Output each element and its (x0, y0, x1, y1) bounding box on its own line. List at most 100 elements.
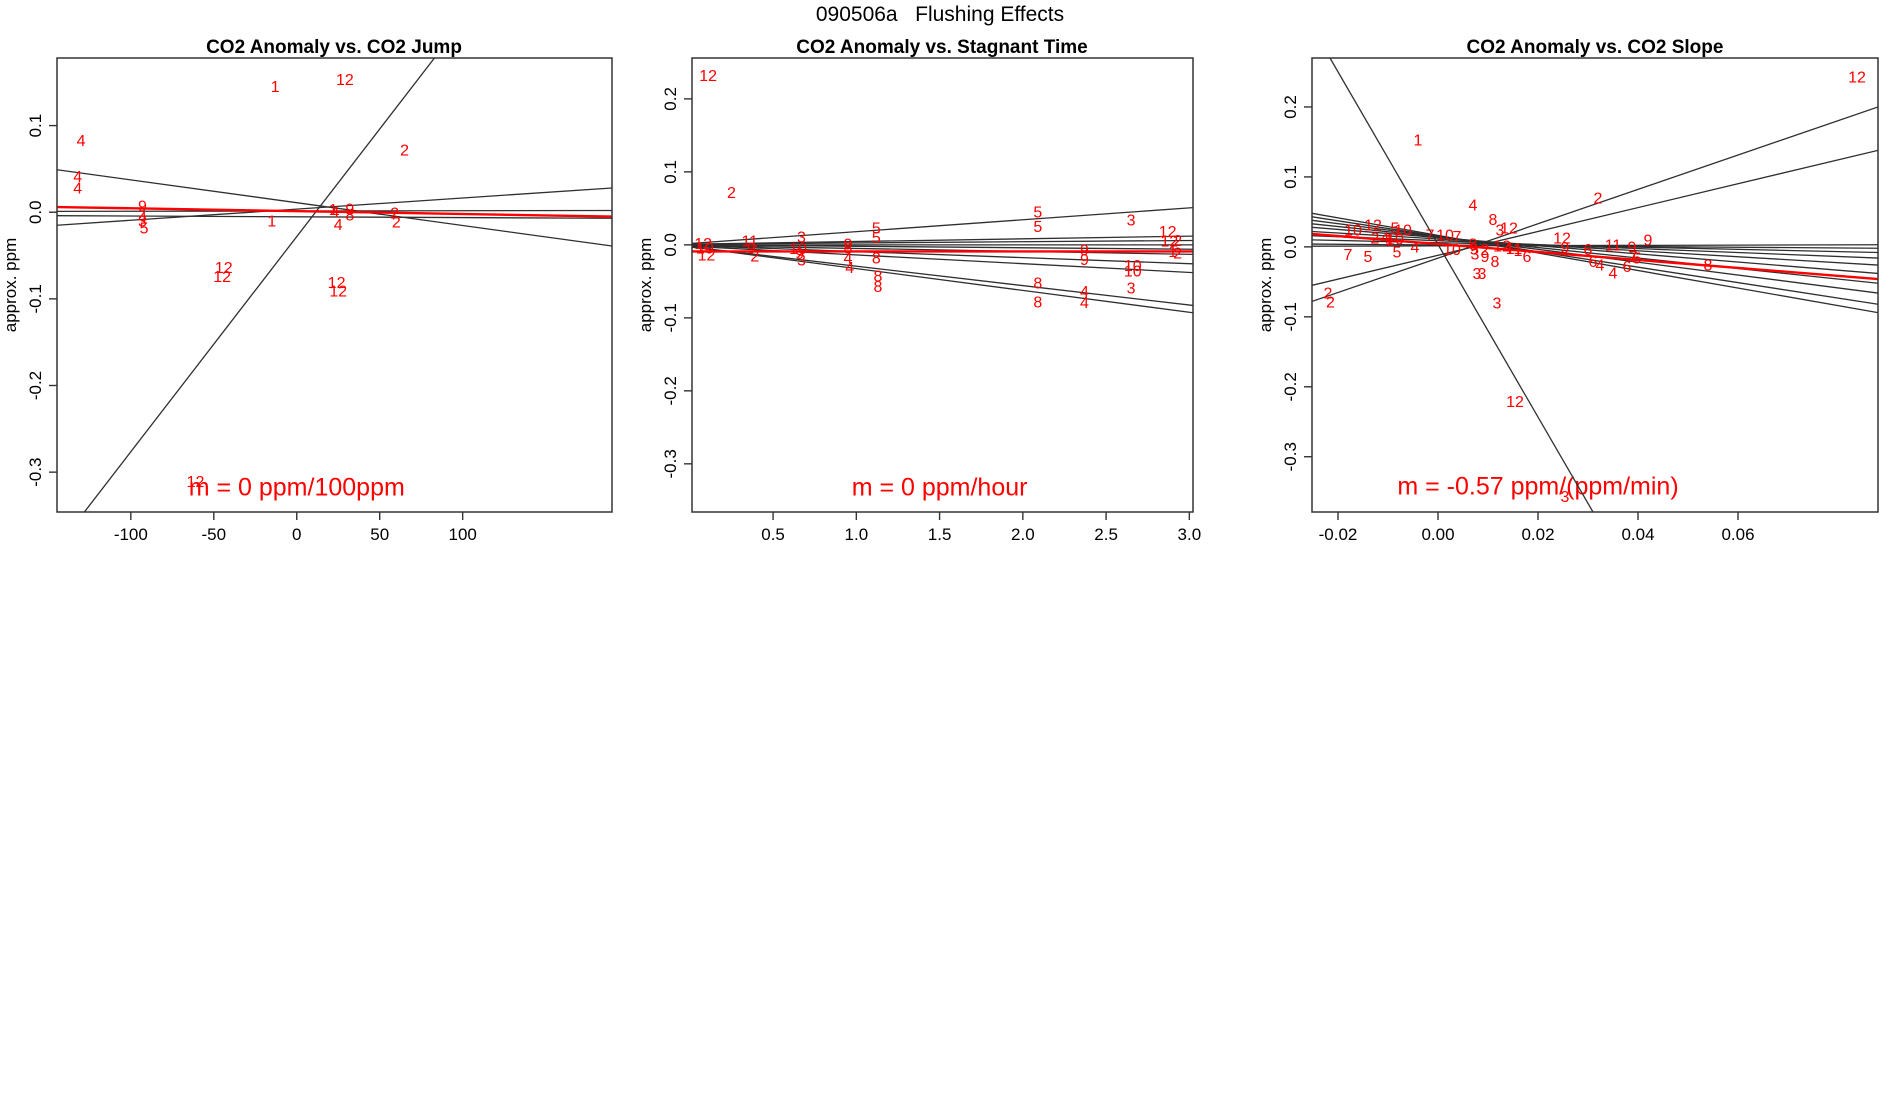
data-point-label: 9 (1561, 240, 1570, 257)
data-point-label: 4 (1609, 265, 1618, 282)
data-point-label: 9 (1644, 232, 1653, 249)
data-point-label: 2 (390, 206, 399, 223)
data-point-label: 4 (844, 250, 853, 267)
data-point-label: 3 (1471, 246, 1480, 263)
figure-main-title: 090506a Flushing Effects (815, 3, 1065, 26)
plot-title-co2-slope: CO2 Anomaly vs. CO2 Slope (1466, 37, 1724, 58)
data-point-label: 6 (1623, 259, 1632, 276)
data-point-label: 3 (797, 229, 806, 246)
data-point-label: 9 (1080, 242, 1089, 259)
data-point-label: 4 (1411, 239, 1420, 256)
data-point-label: 10 (1344, 223, 1362, 240)
data-point-label: 11 (1506, 241, 1523, 258)
data-point-label: 3 (1127, 213, 1136, 230)
data-point-label: 4 (1080, 295, 1089, 312)
fit-line (1329, 58, 1594, 512)
y-tick-label: 0.0 (661, 233, 680, 257)
fit-line (1312, 226, 1878, 275)
data-point-label: 9 (1470, 241, 1479, 258)
y-tick-label: -0.1 (661, 303, 680, 332)
plot-title-co2-jump: CO2 Anomaly vs. CO2 Jump (206, 37, 462, 58)
data-point-label: 1 (271, 79, 280, 96)
data-point-label: 2 (1371, 230, 1380, 247)
data-point-label: 12 (1506, 394, 1524, 411)
x-tick-label: -50 (202, 525, 227, 544)
data-point-label: 12 (213, 269, 231, 286)
fit-line (1312, 106, 1878, 303)
plot-box (1311, 57, 1879, 513)
data-point-label: 12 (1159, 224, 1177, 241)
data-point-label: 9 (1481, 249, 1490, 266)
y-tick-label: 0.2 (661, 87, 680, 111)
data-point-label: 3 (797, 253, 806, 270)
fit-line (692, 246, 1193, 314)
x-tick-label: 1.0 (845, 525, 869, 544)
y-tick-label: 0.1 (26, 114, 45, 138)
fit-line (1312, 216, 1878, 305)
y-tick-label: 0.0 (1281, 235, 1300, 259)
data-point-label: 8 (1491, 254, 1500, 271)
x-tick-label: 2.0 (1011, 525, 1035, 544)
data-point-label: 12 (1848, 69, 1866, 86)
data-point-label: 2 (1173, 233, 1182, 250)
data-point-label: 6 (1589, 254, 1598, 271)
data-point-label: 8 (1489, 212, 1498, 229)
data-point-label: 3 (1127, 280, 1136, 297)
data-point-label: 8 (874, 269, 883, 286)
data-point-label: 5 (1364, 249, 1373, 266)
data-point-label: 2 (750, 248, 759, 265)
data-point-label: 9 (1628, 239, 1637, 256)
data-point-label: 4 (1596, 258, 1605, 275)
x-tick-label: 0.02 (1521, 525, 1554, 544)
data-point-label: 7 (1426, 227, 1435, 244)
slope-annotation-co2-jump: m = 0 ppm/100ppm (188, 473, 405, 502)
data-point-label: 3 (138, 213, 147, 230)
data-point-label: 1 (1414, 132, 1423, 149)
data-point-label: 12 (698, 248, 716, 265)
y-tick-label: -0.2 (1281, 372, 1300, 401)
data-point-label: 5 (1633, 251, 1642, 268)
fit-line (1312, 235, 1878, 259)
data-point-label: 5 (1393, 244, 1402, 261)
data-point-label: 2 (1326, 295, 1335, 312)
data-point-label: 6 (1584, 242, 1593, 259)
slope-annotation-stagnant-time: m = 0 ppm/hour (851, 473, 1028, 502)
data-point-label: 8 (1033, 294, 1042, 311)
data-point-label: 12 (1553, 230, 1571, 247)
data-point-label: 2 (400, 142, 409, 159)
data-point-label: 2 (1481, 242, 1490, 259)
data-point-label: 12 (329, 284, 347, 301)
data-point-label: 5 (1033, 219, 1042, 236)
fit-line (692, 244, 1193, 255)
fit-line (692, 206, 1193, 245)
data-point-label: 4 (845, 260, 854, 277)
y-tick-label: 0.1 (1281, 165, 1300, 189)
plot-panel-2: -0.02 0.00 0.02 0.04 0.06 0.2 0.1 0.0 -0.1 -0.2 -0… (1281, 57, 1879, 544)
fit-line (692, 239, 1193, 245)
data-point-label: 12 (694, 236, 712, 253)
y-tick-label: -0.3 (661, 449, 680, 478)
data-point-label: 8 (1469, 237, 1478, 254)
data-point-label: 2 (727, 185, 736, 202)
data-point-label: 4 (73, 180, 82, 197)
data-point-label: 7 (1453, 229, 1462, 246)
y-tick-label: -0.3 (26, 457, 45, 486)
data-point-label: 10 (1386, 232, 1404, 249)
data-point-label: 4 (1080, 284, 1089, 301)
data-point-label: 9 (1080, 252, 1089, 269)
fit-line (57, 187, 612, 226)
y-tick-label: 0.2 (1281, 95, 1300, 119)
data-point-label: 7 (1344, 247, 1353, 264)
data-point-label: 1 (267, 213, 276, 230)
data-point-label: 4 (334, 217, 343, 234)
data-point-label: 1 (329, 202, 338, 219)
data-point-label: 8 (1704, 258, 1713, 275)
data-point-label: 1 (1385, 232, 1394, 249)
plot-box (56, 57, 613, 513)
data-point-label: 2 (392, 214, 401, 231)
data-point-label: 11 (1605, 237, 1622, 254)
plot-panel-1: 0.5 1.0 1.5 2.0 2.5 3.0 0.2 0.1 0.0 -0.1 -0.2 -0.3 1… (661, 57, 1201, 544)
y-tick-label: -0.3 (1281, 442, 1300, 471)
